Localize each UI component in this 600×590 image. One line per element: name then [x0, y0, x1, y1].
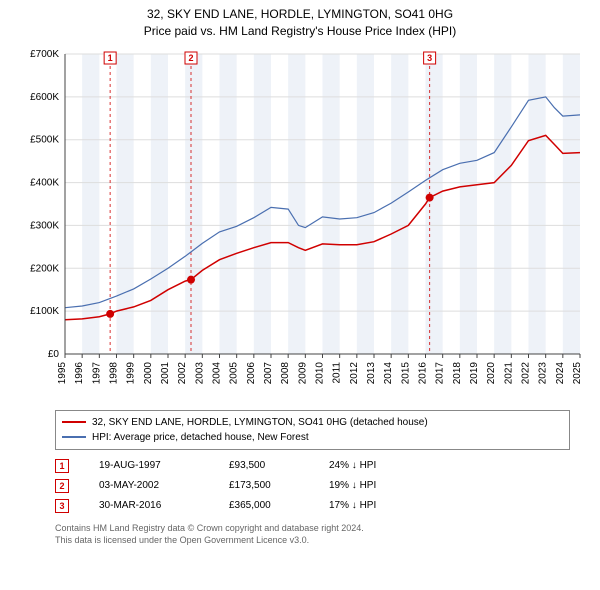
svg-text:2000: 2000 [143, 361, 154, 384]
svg-text:1997: 1997 [91, 361, 102, 384]
legend-swatch-hpi [62, 436, 86, 438]
svg-text:2001: 2001 [160, 361, 171, 384]
sale-price: £365,000 [229, 496, 299, 516]
svg-text:2018: 2018 [452, 361, 463, 384]
sales-table: 1 19-AUG-1997 £93,500 24% ↓ HPI 2 03-MAY… [55, 456, 570, 516]
svg-text:2019: 2019 [469, 361, 480, 384]
svg-text:2021: 2021 [503, 361, 514, 384]
footnote-line: This data is licensed under the Open Gov… [55, 534, 570, 547]
svg-text:2024: 2024 [555, 361, 566, 384]
svg-text:3: 3 [427, 53, 432, 63]
title-subtitle: Price paid vs. HM Land Registry's House … [0, 23, 600, 40]
svg-text:2002: 2002 [177, 361, 188, 384]
svg-text:2016: 2016 [418, 361, 429, 384]
svg-text:1995: 1995 [57, 361, 68, 384]
sale-diff: 24% ↓ HPI [329, 456, 419, 476]
svg-text:2025: 2025 [572, 361, 583, 384]
svg-text:2015: 2015 [400, 361, 411, 384]
svg-text:2007: 2007 [263, 361, 274, 384]
svg-text:£300K: £300K [30, 220, 59, 231]
svg-text:2022: 2022 [521, 361, 532, 384]
legend-label: HPI: Average price, detached house, New … [92, 430, 309, 445]
svg-text:£100K: £100K [30, 306, 59, 317]
svg-text:2008: 2008 [280, 361, 291, 384]
title-address: 32, SKY END LANE, HORDLE, LYMINGTON, SO4… [0, 6, 600, 23]
title-block: 32, SKY END LANE, HORDLE, LYMINGTON, SO4… [0, 0, 600, 44]
sale-marker-icon: 1 [55, 459, 69, 473]
svg-text:2003: 2003 [194, 361, 205, 384]
legend-row: 32, SKY END LANE, HORDLE, LYMINGTON, SO4… [62, 415, 563, 430]
svg-text:£200K: £200K [30, 263, 59, 274]
footnote-line: Contains HM Land Registry data © Crown c… [55, 522, 570, 535]
svg-text:1: 1 [108, 53, 113, 63]
chart-area: £0 £100K £200K £300K £400K £500K £600K £700K 199… [10, 44, 590, 404]
chart-container: 32, SKY END LANE, HORDLE, LYMINGTON, SO4… [0, 0, 600, 590]
line-chart-svg: £0 £100K £200K £300K £400K £500K £600K £700K 199… [10, 44, 590, 404]
svg-text:1998: 1998 [109, 361, 120, 384]
svg-text:2020: 2020 [486, 361, 497, 384]
table-row: 2 03-MAY-2002 £173,500 19% ↓ HPI [55, 476, 570, 496]
svg-text:£600K: £600K [30, 91, 59, 102]
sale-date: 30-MAR-2016 [99, 496, 199, 516]
sale-date: 03-MAY-2002 [99, 476, 199, 496]
svg-text:2: 2 [188, 53, 193, 63]
svg-text:2009: 2009 [297, 361, 308, 384]
svg-text:2004: 2004 [212, 361, 223, 384]
svg-text:£500K: £500K [30, 134, 59, 145]
svg-text:2011: 2011 [332, 361, 343, 383]
legend-box: 32, SKY END LANE, HORDLE, LYMINGTON, SO4… [55, 410, 570, 450]
sale-diff: 19% ↓ HPI [329, 476, 419, 496]
legend-swatch-price-paid [62, 421, 86, 423]
sale-diff: 17% ↓ HPI [329, 496, 419, 516]
sale-date: 19-AUG-1997 [99, 456, 199, 476]
svg-text:1999: 1999 [126, 361, 137, 384]
sale-marker-icon: 3 [55, 499, 69, 513]
sale-price: £93,500 [229, 456, 299, 476]
svg-text:2012: 2012 [349, 361, 360, 384]
legend-row: HPI: Average price, detached house, New … [62, 430, 563, 445]
svg-text:£400K: £400K [30, 177, 59, 188]
svg-text:2010: 2010 [315, 361, 326, 384]
sale-marker-icon: 2 [55, 479, 69, 493]
svg-text:2005: 2005 [229, 361, 240, 384]
sale-price: £173,500 [229, 476, 299, 496]
table-row: 3 30-MAR-2016 £365,000 17% ↓ HPI [55, 496, 570, 516]
svg-text:2014: 2014 [383, 361, 394, 384]
svg-text:2013: 2013 [366, 361, 377, 384]
svg-text:1996: 1996 [74, 361, 85, 384]
footnote: Contains HM Land Registry data © Crown c… [55, 522, 570, 547]
svg-text:2006: 2006 [246, 361, 257, 384]
svg-text:£0: £0 [48, 349, 60, 360]
svg-text:2017: 2017 [435, 361, 446, 384]
legend-label: 32, SKY END LANE, HORDLE, LYMINGTON, SO4… [92, 415, 428, 430]
table-row: 1 19-AUG-1997 £93,500 24% ↓ HPI [55, 456, 570, 476]
svg-text:2023: 2023 [538, 361, 549, 384]
svg-text:£700K: £700K [30, 49, 59, 60]
